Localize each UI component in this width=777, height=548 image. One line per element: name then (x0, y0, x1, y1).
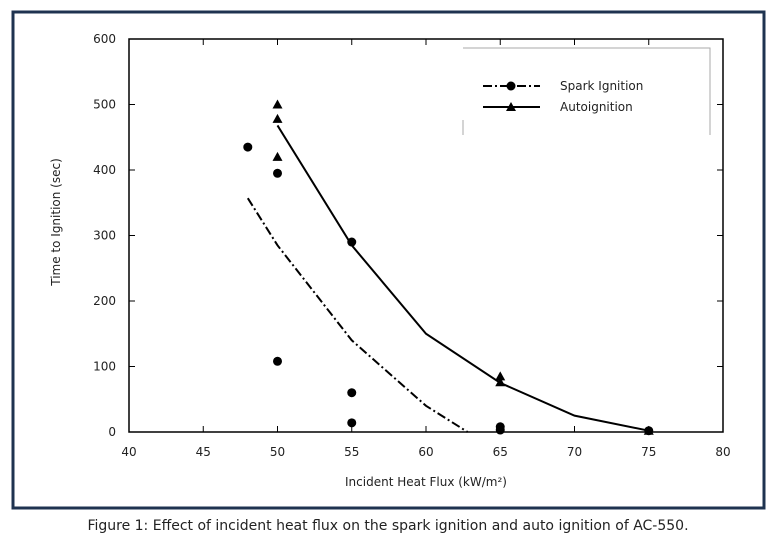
x-axis-label: Incident Heat Flux (kW/m²) (345, 475, 507, 489)
x-tick-label: 60 (418, 445, 433, 459)
y-tick-label: 100 (93, 360, 116, 374)
circle-point (273, 356, 282, 366)
y-tick-label: 0 (108, 425, 116, 439)
circle-point (243, 142, 253, 152)
x-tick-label: 65 (493, 445, 508, 459)
x-tick-label: 80 (715, 445, 730, 459)
frame (11, 10, 766, 510)
legend-label: Spark Ignition (560, 79, 643, 93)
fit-curve (276, 124, 649, 432)
triangle-point (643, 425, 654, 435)
circle-point (495, 425, 505, 435)
triangle-point (272, 99, 283, 109)
x-tick-label: 70 (567, 445, 582, 459)
x-tick-label: 50 (270, 445, 285, 459)
circle-point (347, 418, 357, 428)
y-tick-label: 500 (93, 98, 116, 112)
x-tick-label: 55 (344, 445, 359, 459)
y-tick-label: 400 (93, 163, 116, 177)
triangle-point (272, 113, 283, 123)
y-axis-label: Time to Ignition (sec) (49, 158, 63, 287)
circle-point (347, 388, 357, 398)
y-tick-label: 300 (93, 229, 116, 243)
legend-box (462, 47, 711, 135)
y-tick-label: 600 (93, 32, 116, 46)
fit-curve (246, 197, 469, 433)
x-tick-label: 45 (196, 445, 211, 459)
x-tick-label: 75 (641, 445, 656, 459)
triangle-point (506, 102, 516, 111)
y-tick-label: 200 (93, 294, 116, 308)
triangle-point (495, 377, 506, 387)
triangle-point (495, 371, 506, 381)
legend-label: Autoignition (560, 100, 633, 114)
triangle-point (272, 151, 283, 161)
circle-point (506, 81, 516, 91)
x-tick-label: 40 (121, 445, 136, 459)
circle-point (273, 168, 282, 178)
caption: Figure 1: Effect of incident heat flux o… (87, 518, 688, 534)
